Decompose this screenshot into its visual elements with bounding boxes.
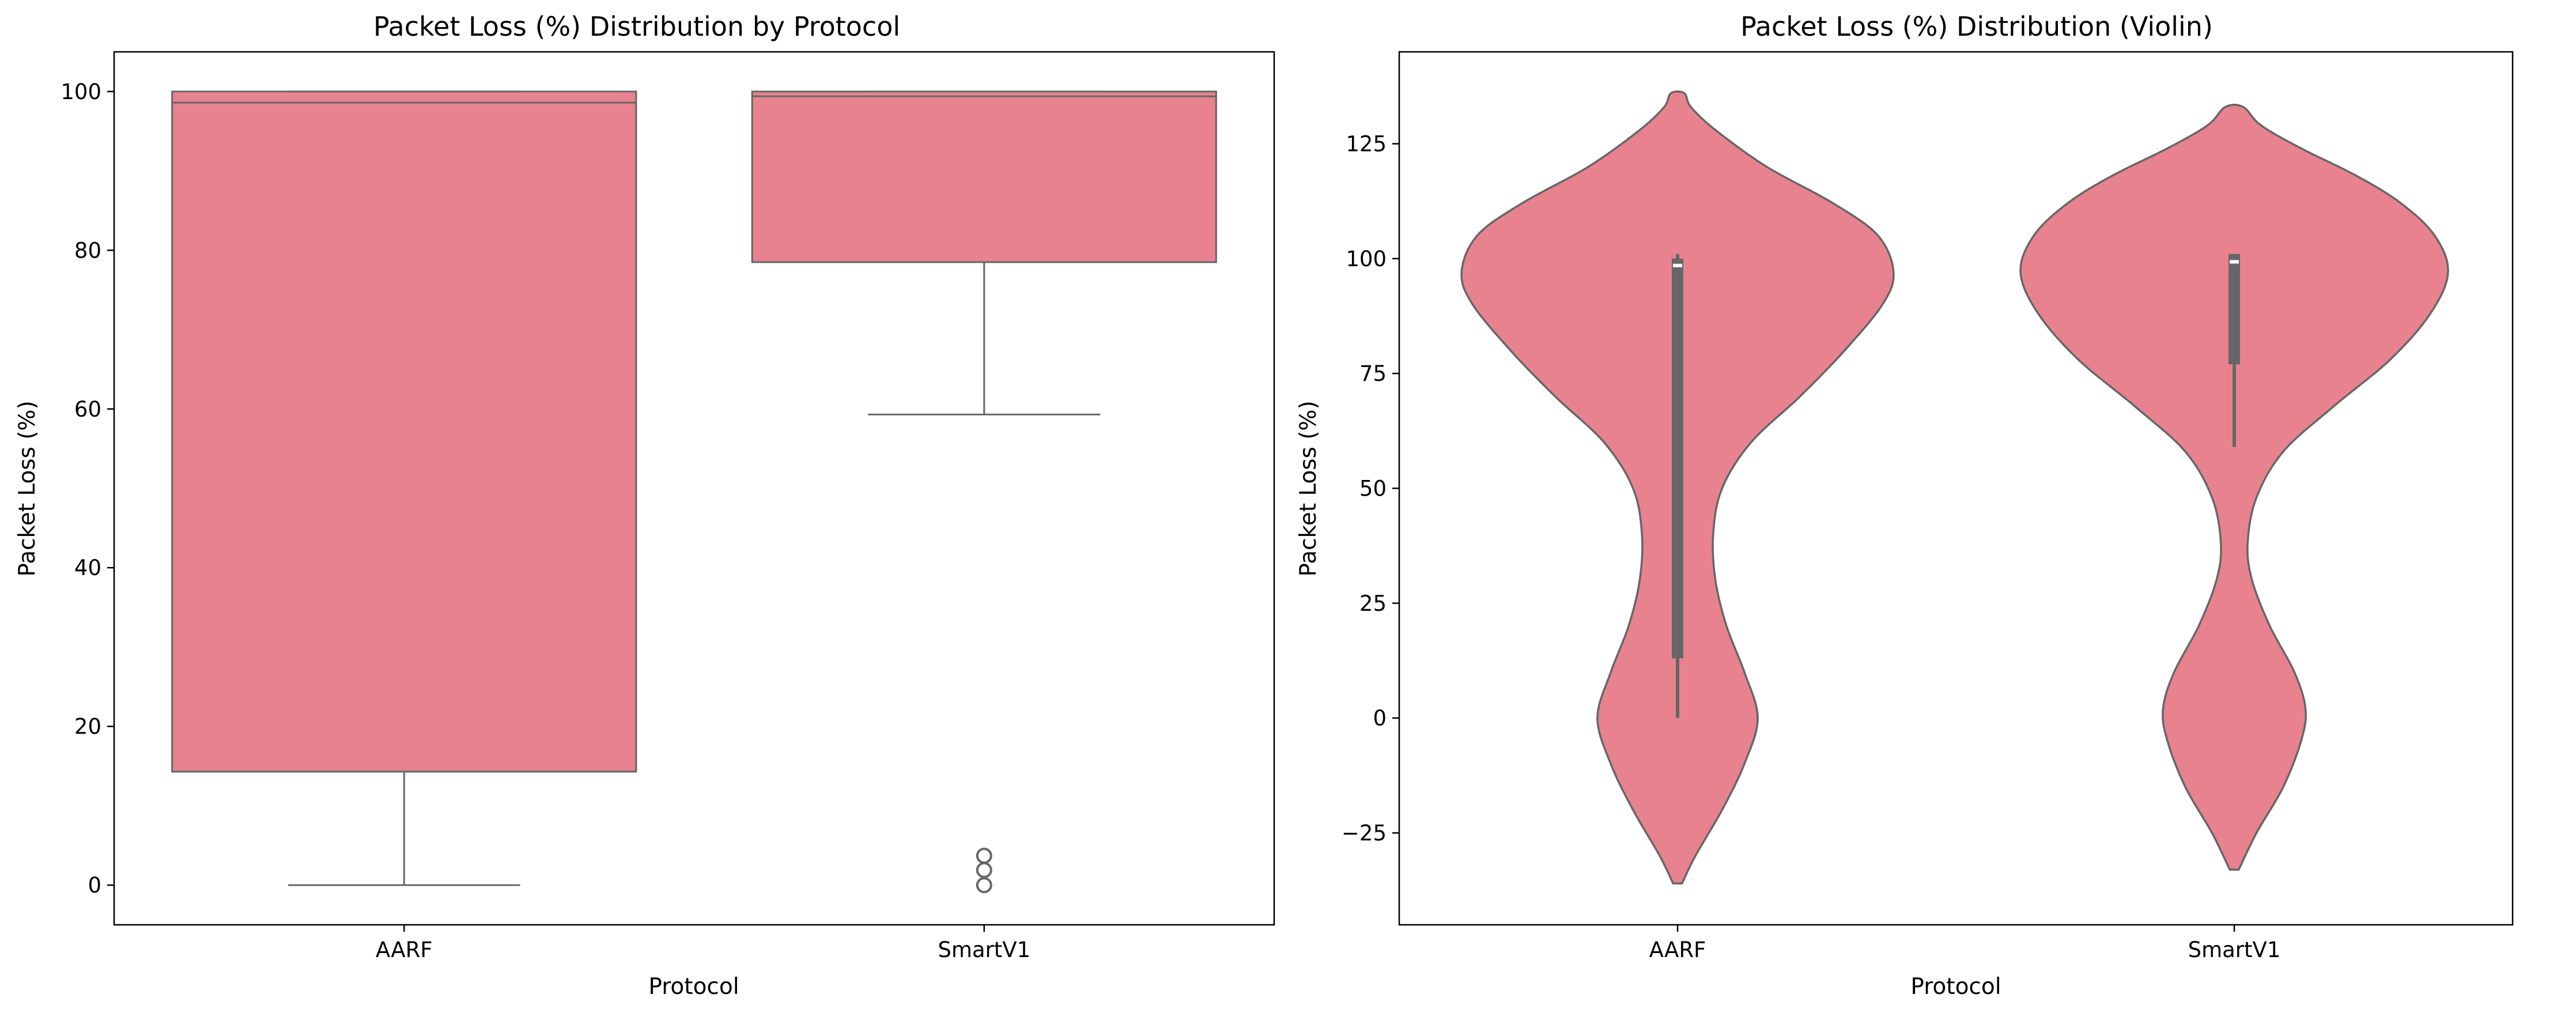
x-tick-label: SmartV1	[938, 937, 1030, 962]
boxplot-panel: Packet Loss (%) Distribution by Protocol…	[14, 11, 1275, 1000]
inner-box	[2228, 254, 2240, 365]
boxplot-marks	[171, 90, 1217, 894]
y-tick-label: 75	[1359, 361, 1387, 386]
boxplot-title: Packet Loss (%) Distribution by Protocol	[373, 11, 900, 42]
violin-aarf	[1460, 90, 1895, 884]
y-tick-label: −25	[1342, 821, 1387, 846]
y-tick-label: 0	[88, 873, 101, 898]
violin-panel: Packet Loss (%) Distribution (Violin) −2…	[1295, 11, 2514, 1000]
box-body	[751, 90, 1217, 263]
y-tick-label: 60	[74, 397, 101, 422]
y-tick-label: 125	[1346, 131, 1387, 156]
violin-marks	[1460, 90, 2449, 884]
boxplot-axes-frame	[113, 51, 1275, 926]
y-tick-label: 80	[74, 238, 101, 263]
y-tick-label: 50	[1359, 477, 1387, 501]
violin-body	[2019, 103, 2449, 871]
box-body	[171, 90, 637, 773]
violin-y-ticks: −25 0 25 50 75 100 125	[1342, 131, 1399, 846]
box-aarf	[171, 90, 637, 886]
y-tick-label: 100	[1346, 247, 1387, 271]
x-tick-label: AARF	[376, 937, 433, 962]
boxplot-x-ticks: AARF SmartV1	[376, 925, 1030, 962]
boxplot-y-ticks: 0 20 40 60 80 100	[61, 80, 114, 898]
y-tick-label: 40	[74, 555, 101, 580]
y-tick-label: 20	[74, 714, 101, 739]
outlier-point	[976, 848, 992, 864]
violin-title: Packet Loss (%) Distribution (Violin)	[1740, 11, 2213, 42]
violin-y-axis-label: Packet Loss (%)	[1295, 400, 1321, 576]
violin-x-ticks: AARF SmartV1	[1649, 925, 2281, 962]
outlier-point	[976, 877, 992, 894]
boxplot-y-axis-label: Packet Loss (%)	[14, 400, 40, 576]
violin-smartv1	[2019, 103, 2449, 871]
box-smartv1	[751, 90, 1217, 894]
y-tick-label: 25	[1359, 591, 1387, 616]
inner-box	[1672, 258, 1683, 659]
y-tick-label: 0	[1373, 706, 1387, 731]
y-tick-label: 100	[61, 80, 101, 104]
x-tick-label: SmartV1	[2188, 937, 2281, 962]
violin-x-axis-label: Protocol	[1910, 974, 2001, 1000]
x-tick-label: AARF	[1649, 937, 1706, 962]
boxplot-x-axis-label: Protocol	[648, 974, 739, 1000]
